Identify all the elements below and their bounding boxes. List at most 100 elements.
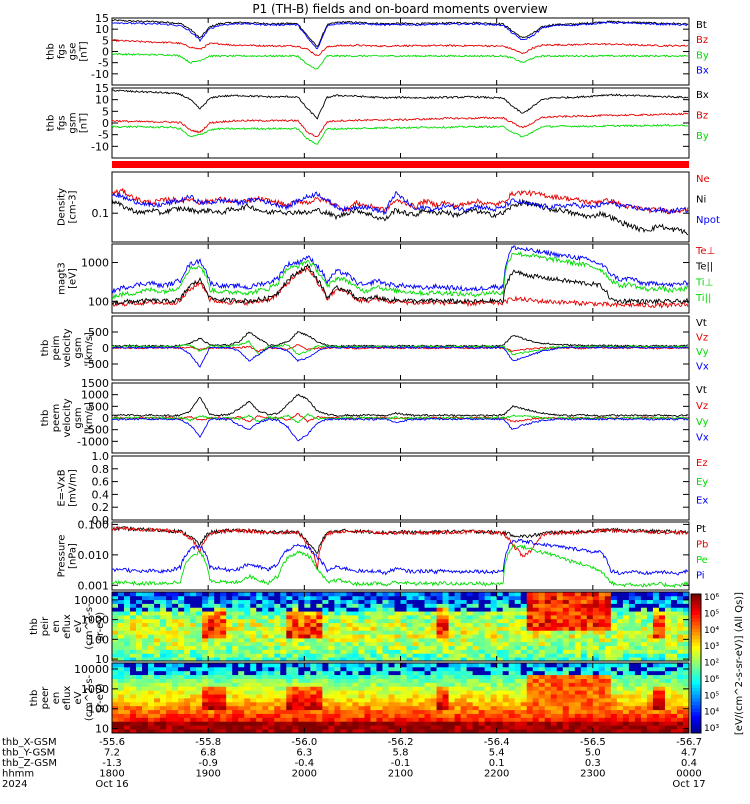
spectrogram-cell [550, 645, 558, 650]
spectrogram-cell [292, 645, 299, 650]
spectrogram-cell [640, 599, 648, 604]
spectrogram-cell [496, 694, 504, 699]
spectrogram-cell [478, 634, 486, 639]
spectrogram-cell [544, 663, 552, 668]
spectrogram-cell [484, 694, 492, 699]
spectrogram-cell [262, 713, 269, 718]
spectrogram-cell [142, 641, 149, 647]
spectrogram-cell [394, 701, 401, 707]
spectrogram-cell [412, 709, 419, 714]
spectrogram-cell [514, 690, 522, 695]
spectrogram-cell [502, 682, 510, 687]
spectrogram-cell [166, 653, 173, 658]
spectrogram-cell [634, 725, 642, 730]
spectrogram-cell [250, 634, 257, 639]
spectrogram-cell [580, 690, 588, 695]
y-axis-label: gsm [73, 407, 84, 428]
spectrogram-cell [280, 615, 287, 620]
spectrogram-cell [604, 626, 612, 631]
spectrogram-cell [304, 615, 311, 620]
spectrogram-cell [568, 698, 576, 703]
spectrogram-cell [346, 595, 353, 601]
spectrogram-cell [142, 657, 149, 662]
spectrogram-cell [124, 645, 131, 650]
spectrogram-cell [676, 641, 684, 647]
spectrogram-cell [508, 611, 516, 616]
spectrogram-cell [370, 626, 377, 631]
spectrogram-cell [220, 634, 227, 639]
x-axis-tick-label: 7.2 [104, 748, 120, 759]
spectrogram-cell [292, 626, 299, 631]
spectrogram-cell [172, 645, 179, 650]
spectrogram-cell [262, 611, 269, 616]
spectrogram-cell [598, 599, 606, 604]
spectrogram-cell [142, 670, 149, 676]
spectrogram-cell [292, 657, 299, 662]
spectrogram-cell [568, 705, 576, 711]
spectrogram-cell [388, 645, 395, 650]
spectrogram-cell [322, 645, 329, 650]
spectrogram-cell [448, 595, 455, 601]
spectrogram-cell [238, 645, 245, 650]
spectrogram-cell [424, 626, 431, 631]
spectrogram-cell [136, 634, 143, 639]
spectrogram-cell [676, 592, 684, 597]
spectrogram-cell [262, 670, 269, 676]
spectrogram-cell [148, 622, 155, 627]
spectrogram-cell [610, 607, 618, 612]
spectrogram-cell [202, 690, 209, 695]
spectrogram-cell [184, 663, 191, 668]
spectrogram-cell [550, 615, 558, 620]
spectrogram-cell [562, 607, 570, 612]
spectrogram-cell [220, 701, 227, 707]
spectrogram-cell [226, 725, 233, 730]
spectrogram-cell [592, 686, 600, 691]
spectrogram-cell [328, 607, 335, 612]
spectrogram-cell [598, 653, 606, 658]
spectrogram-cell [610, 725, 618, 730]
spectrogram-cell [322, 611, 329, 616]
spectrogram-cell [214, 713, 221, 718]
spectrogram-cell [238, 618, 245, 624]
y-axis-label: [nPa] [68, 543, 79, 569]
spectrogram-cell [274, 634, 281, 639]
spectrogram-cell [232, 709, 239, 714]
y-tick-label: 5 [102, 105, 109, 118]
spectrogram-cell [274, 721, 281, 726]
spectrogram-cell [172, 709, 179, 714]
colorbar-swatch [691, 604, 701, 609]
spectrogram-cell [430, 678, 437, 683]
spectrogram-cell [382, 638, 389, 643]
spectrogram-cell [166, 638, 173, 643]
spectrogram-cell [172, 729, 179, 734]
spectrogram-cell [556, 645, 564, 650]
spectrogram-cell [268, 698, 275, 703]
spectrogram-cell [418, 618, 425, 624]
spectrogram-cell [154, 717, 161, 722]
spectrogram-cell [652, 595, 660, 601]
spectrogram-cell [634, 653, 642, 658]
spectrogram-cell [286, 682, 293, 687]
spectrogram-cell [352, 670, 359, 676]
spectrogram-cell [664, 626, 672, 631]
spectrogram-cell [424, 701, 431, 707]
spectrogram-cell [676, 634, 684, 639]
spectrogram-cell [598, 618, 606, 624]
spectrogram-cell [622, 663, 630, 668]
spectrogram-cell [328, 638, 335, 643]
spectrogram-cell [274, 729, 281, 734]
spectrogram-cell [592, 721, 600, 726]
spectrogram-cell [652, 666, 660, 672]
spectrogram-cell [442, 678, 449, 683]
legend-entry: Ey [696, 477, 708, 488]
spectrogram-cell [214, 622, 221, 627]
spectrogram-cell [268, 618, 275, 624]
spectrogram-cell [568, 678, 576, 683]
spectrogram-cell [358, 630, 365, 635]
spectrogram-cell [454, 717, 461, 722]
spectrogram-cell [292, 690, 299, 695]
spectrogram-cell [160, 729, 167, 734]
spectrogram-cell [142, 701, 149, 707]
spectrogram-cell [154, 611, 161, 616]
y-tick-label: 1.0 [92, 450, 110, 463]
